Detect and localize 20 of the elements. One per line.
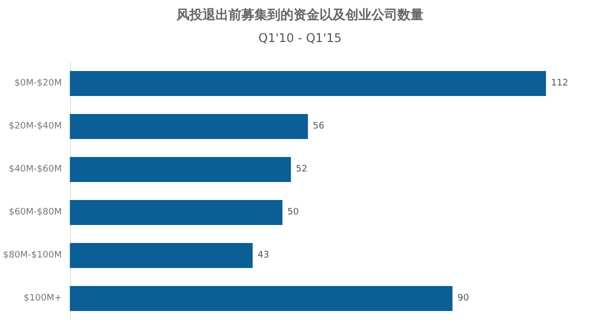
y-tick-label: $60M-$80M (8, 208, 62, 218)
y-tick-label: $40M-$60M (8, 164, 62, 174)
data-label: 112 (550, 78, 568, 88)
chart-subtitle: Q1'10 - Q1'15 (258, 31, 342, 45)
data-label: 43 (258, 250, 270, 260)
data-label: 56 (312, 122, 325, 132)
data-label: 52 (296, 164, 308, 174)
bar (70, 114, 308, 139)
chart-title: 风投退出前募集到的资金以及创业公司数量 (176, 7, 424, 23)
y-tick-label: $20M-$40M (8, 122, 62, 132)
y-tick-label: $100M+ (24, 294, 62, 304)
bar (70, 71, 546, 96)
y-tick-label: $0M-$20M (14, 78, 62, 88)
bar (70, 157, 291, 182)
y-tick-label: $80M-$100M (2, 250, 62, 260)
data-label: 90 (457, 294, 470, 304)
bar (70, 286, 452, 311)
bar (70, 243, 253, 268)
data-label: 50 (287, 208, 300, 218)
bar (70, 200, 282, 225)
